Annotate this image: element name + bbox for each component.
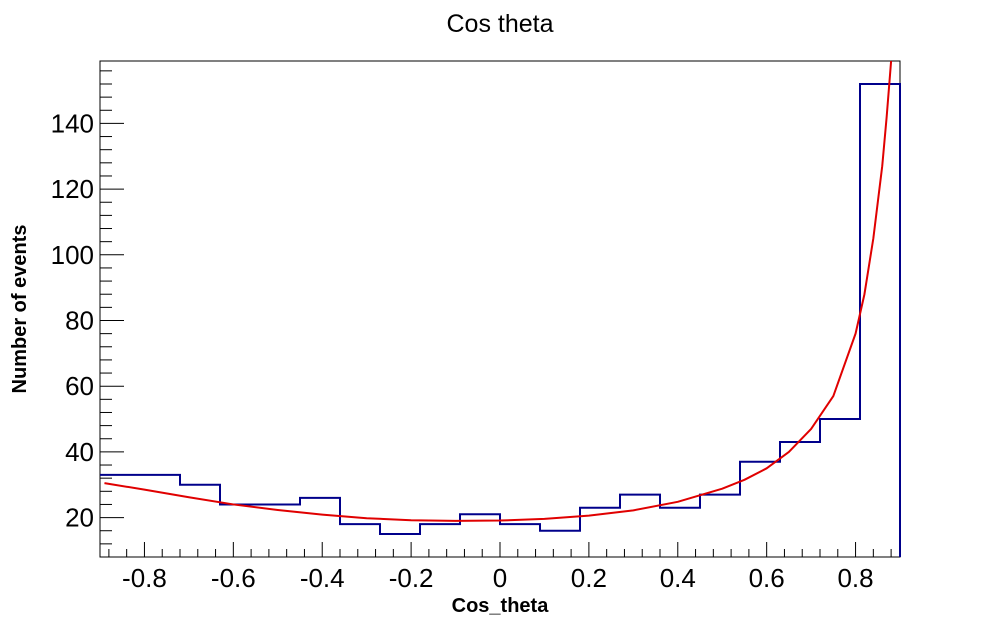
histogram-bin	[420, 524, 460, 557]
histogram-bin	[860, 84, 900, 557]
histogram-bin	[220, 504, 260, 557]
histogram-bin	[620, 495, 660, 557]
chart-title: Cos theta	[446, 10, 553, 38]
y-axis: 20 40 60 80 100 120 140	[51, 70, 124, 545]
y-tick-label: 20	[65, 503, 94, 533]
y-axis-label: Number of events	[9, 225, 31, 394]
x-tick-label: -0.6	[211, 563, 256, 593]
x-tick-label: -0.4	[300, 563, 345, 593]
x-axis: -0.8 -0.6 -0.4 -0.2 0 0.2 0.4 0.6 0.8	[108, 542, 892, 593]
y-tick-label: 100	[51, 240, 94, 270]
x-axis-label: Cos_theta	[452, 595, 550, 617]
histogram-bin	[300, 498, 340, 557]
y-tick-label: 60	[65, 371, 94, 401]
y-tick-label: 120	[51, 174, 94, 204]
histogram-bin	[380, 534, 420, 557]
fit-curve-series	[104, 60, 893, 522]
x-tick-label: 0.2	[571, 563, 607, 593]
histogram-bin	[820, 419, 860, 557]
histogram-bin	[740, 462, 780, 557]
x-tick-label: -0.8	[122, 563, 167, 593]
histogram-series	[100, 82, 901, 557]
x-tick-label: -0.2	[389, 563, 434, 593]
histogram-bin	[500, 524, 540, 557]
fit-curve	[104, 60, 893, 522]
x-tick-label: 0.8	[837, 563, 873, 593]
y-tick-label: 40	[65, 437, 94, 467]
y-tick-label: 140	[51, 108, 94, 138]
histogram-bin	[700, 495, 740, 557]
x-tick-label: 0.4	[660, 563, 696, 593]
y-tick-label: 80	[65, 305, 94, 335]
histogram-bin	[660, 508, 700, 557]
x-tick-label: 0.6	[749, 563, 785, 593]
histogram-bin	[780, 442, 820, 557]
histogram-bin	[180, 485, 220, 557]
histogram-outline	[100, 82, 901, 557]
histogram-bin	[540, 531, 580, 557]
histogram-bin	[140, 475, 180, 557]
x-tick-label: 0	[493, 563, 507, 593]
histogram-bin	[340, 524, 380, 557]
